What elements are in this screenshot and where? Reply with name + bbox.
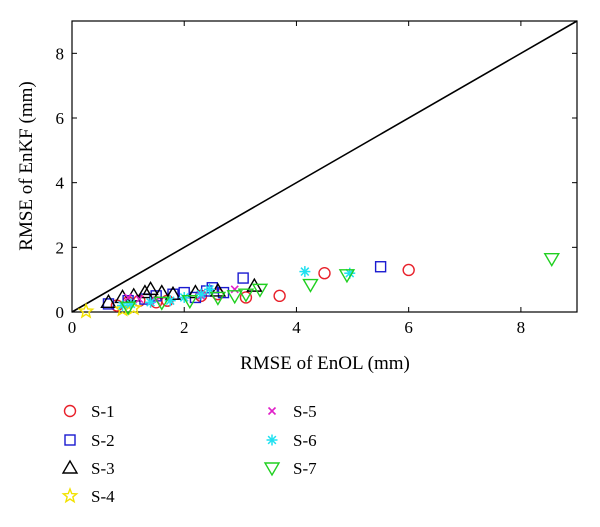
series-s-7 (119, 252, 560, 316)
legend-item-s-4: S-4 (61, 487, 115, 506)
data-point-triangle-down (543, 252, 560, 268)
data-point-circle (402, 263, 415, 277)
data-points (77, 252, 560, 319)
legend: S-1 S-2 S-3 S-4 S-5 S-6 S-7 (61, 402, 317, 506)
legend-label: S-4 (91, 487, 115, 506)
data-point-triangle-up (164, 285, 182, 300)
legend-label: S-7 (293, 459, 317, 478)
x-tick-label: 6 (404, 318, 413, 337)
data-point-triangle-down (209, 291, 227, 306)
legend-label: S-5 (293, 402, 317, 421)
series-s-6 (117, 266, 356, 312)
legend-marker-square (64, 434, 76, 446)
data-point-triangle-up (246, 277, 263, 292)
data-point-triangle-down (338, 269, 356, 284)
x-axis-ticks: 0 2 4 6 8 (68, 21, 525, 337)
data-point-circle (239, 291, 253, 304)
data-point-triangle-down (181, 294, 199, 310)
x-tick-label: 8 (517, 318, 526, 337)
legend-item-s-5: S-5 (267, 402, 317, 421)
plot-frame (71, 20, 578, 313)
legend-item-s-7: S-7 (263, 459, 317, 478)
y-tick-label: 0 (56, 303, 65, 322)
data-point-triangle-down (153, 296, 170, 311)
data-point-square (237, 272, 249, 284)
legend-label: S-1 (91, 402, 115, 421)
data-point-asterisk (299, 266, 311, 278)
data-point-asterisk (195, 288, 207, 300)
legend-item-s-1: S-1 (63, 402, 115, 421)
legend-item-s-2: S-2 (64, 431, 115, 450)
x-axis-label: RMSE of EnOL (mm) (240, 353, 410, 374)
y-tick-label: 8 (56, 44, 65, 63)
y-tick-label: 6 (56, 109, 65, 128)
y-axis-ticks: 0 2 4 6 8 (56, 44, 577, 322)
data-point-circle (273, 289, 286, 303)
legend-marker-star (61, 487, 79, 504)
y-tick-label: 4 (56, 174, 65, 193)
data-point-triangle-down (251, 283, 269, 298)
legend-marker-triangle-down (263, 462, 281, 477)
data-point-circle (318, 267, 331, 280)
data-point-triangle-down (226, 290, 243, 305)
legend-marker-circle (63, 404, 77, 418)
data-point-square (374, 261, 387, 273)
data-point-triangle-up (142, 280, 159, 296)
y-axis-label: RMSE of EnKF (mm) (16, 81, 37, 250)
data-point-x (230, 285, 239, 294)
x-tick-label: 4 (292, 318, 301, 337)
data-point-triangle-up (136, 284, 154, 299)
data-point-triangle-up (100, 293, 117, 308)
x-tick-label: 2 (180, 318, 189, 337)
legend-item-s-6: S-6 (266, 431, 317, 450)
series-s-1 (110, 263, 415, 312)
legend-marker-triangle-up (61, 459, 79, 474)
x-tick-label: 0 (68, 318, 77, 337)
legend-item-s-3: S-3 (61, 459, 115, 478)
legend-label: S-3 (91, 459, 115, 478)
data-point-triangle-down (119, 301, 137, 316)
data-point-star (77, 302, 95, 319)
data-point-triangle-down (237, 288, 255, 303)
legend-marker-asterisk (266, 434, 278, 446)
identity-line (71, 20, 578, 313)
y-tick-label: 2 (56, 238, 65, 257)
legend-label: S-6 (293, 431, 317, 450)
legend-label: S-2 (91, 431, 115, 450)
legend-marker-x (267, 406, 277, 416)
data-point-x (135, 295, 144, 304)
data-point-asterisk (203, 283, 215, 295)
data-point-asterisk (145, 296, 157, 308)
data-point-triangle-down (302, 278, 319, 293)
